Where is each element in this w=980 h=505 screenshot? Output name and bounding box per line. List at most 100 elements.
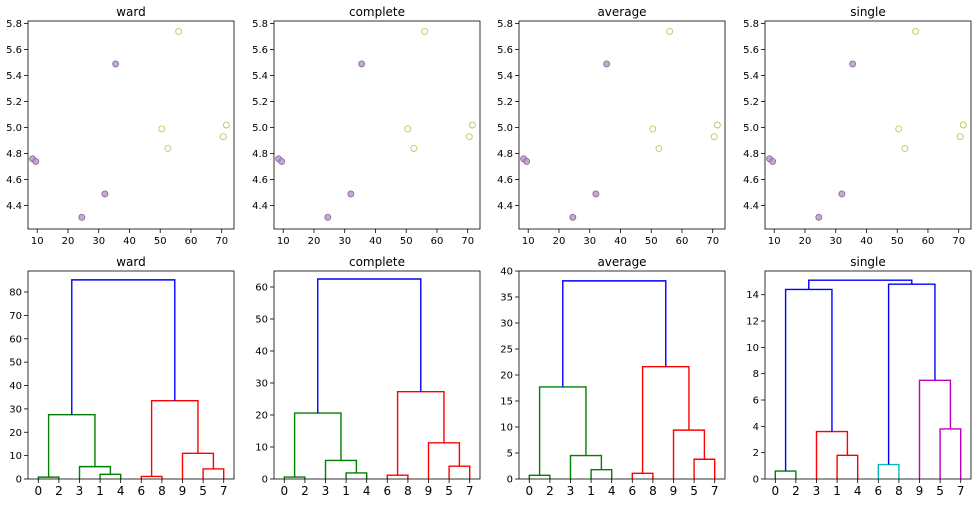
y-tick-label: 5.0 xyxy=(252,123,268,134)
dendrogram-link xyxy=(386,474,409,479)
dendrogram-link xyxy=(877,463,900,479)
dendrogram-link xyxy=(293,412,342,478)
x-tick-label: 30 xyxy=(92,236,105,247)
x-tick-label: 10 xyxy=(768,236,781,247)
scatter-point xyxy=(592,190,600,198)
y-tick-label: 5.2 xyxy=(6,97,22,108)
dendrogram-link xyxy=(71,279,176,415)
scatter-point xyxy=(569,213,577,221)
dendrogram-link xyxy=(78,465,112,479)
y-tick-label: 5.6 xyxy=(252,45,268,56)
scatter-point xyxy=(956,133,964,141)
x-tick-label: 30 xyxy=(338,236,351,247)
y-tick-label: 5.2 xyxy=(743,97,759,108)
y-tick-label: 30 xyxy=(9,404,22,415)
y-tick-label: 60 xyxy=(9,334,22,345)
y-tick-label: 10 xyxy=(500,423,513,434)
plot-frame xyxy=(273,270,481,480)
dendrogram-link xyxy=(672,429,706,479)
scatter-point xyxy=(468,121,476,129)
y-tick-label: 30 xyxy=(500,319,513,330)
y-tick-label: 4.8 xyxy=(6,149,22,160)
dendrogram-link xyxy=(774,470,797,479)
scatter-point xyxy=(901,144,909,152)
x-tick-label: 70 xyxy=(706,236,719,247)
scatter-point xyxy=(666,27,674,35)
panel-title: ward xyxy=(116,5,146,19)
dendrogram-link xyxy=(345,472,368,479)
leaf-label: 2 xyxy=(301,484,309,498)
dendrogram-link xyxy=(150,400,199,477)
scatter-point xyxy=(101,190,109,198)
y-tick-label: 5 xyxy=(507,449,513,460)
y-tick-label: 14 xyxy=(746,290,759,301)
y-tick-label: 15 xyxy=(500,397,513,408)
scatter-point xyxy=(849,60,857,68)
x-tick-label: 70 xyxy=(461,236,474,247)
y-tick-label: 60 xyxy=(255,283,268,294)
scatter-point xyxy=(358,60,366,68)
x-tick-label: 70 xyxy=(952,236,965,247)
y-tick-label: 50 xyxy=(255,315,268,326)
leaf-label: 0 xyxy=(34,484,42,498)
y-tick-label: 5.6 xyxy=(497,45,513,56)
plot-frame xyxy=(764,20,972,230)
panel-title: average xyxy=(597,255,646,269)
leaf-label: 7 xyxy=(466,484,474,498)
leaf-label: 8 xyxy=(895,484,903,498)
leaf-label: 7 xyxy=(711,484,719,498)
y-tick-label: 4.4 xyxy=(497,201,513,212)
leaf-label: 4 xyxy=(854,484,862,498)
x-tick-label: 10 xyxy=(277,236,290,247)
y-tick-label: 5.8 xyxy=(6,19,22,30)
y-tick-label: 50 xyxy=(9,358,22,369)
y-tick-label: 40 xyxy=(255,347,268,358)
leaf-label: 3 xyxy=(322,484,330,498)
y-tick-label: 80 xyxy=(9,288,22,299)
y-tick-label: 4.8 xyxy=(743,149,759,160)
y-tick-label: 5.4 xyxy=(252,71,268,82)
scatter-point xyxy=(278,157,286,165)
leaf-label: 9 xyxy=(916,484,924,498)
y-tick-label: 5.8 xyxy=(497,19,513,30)
leaf-label: 9 xyxy=(670,484,678,498)
leaf-label: 5 xyxy=(936,484,944,498)
dendrogram-link xyxy=(939,428,962,479)
y-tick-label: 10 xyxy=(746,343,759,354)
dendrogram-link xyxy=(324,459,358,479)
scatter-panel-0: 10 20 30 40 50 60 70 4.4 4.6 4.8 5.0 5.2 5.4 5.6 5.8 wa… xyxy=(6,5,235,247)
plot-frame xyxy=(273,20,481,230)
y-tick-label: 10 xyxy=(255,443,268,454)
scatter-point xyxy=(769,157,777,165)
y-tick-label: 4.6 xyxy=(497,175,513,186)
leaf-label: 8 xyxy=(158,484,166,498)
x-tick-label: 60 xyxy=(676,236,689,247)
y-tick-label: 5.4 xyxy=(497,71,513,82)
y-tick-label: 5.2 xyxy=(252,97,268,108)
leaf-label: 6 xyxy=(874,484,882,498)
scatter-point xyxy=(158,125,166,133)
dendrogram-link xyxy=(569,454,603,479)
leaf-label: 5 xyxy=(690,484,698,498)
dendrogram-link xyxy=(887,283,936,465)
leaf-label: 1 xyxy=(96,484,104,498)
dendrogram-link xyxy=(918,379,952,479)
leaf-label: 4 xyxy=(608,484,616,498)
x-tick-label: 40 xyxy=(123,236,136,247)
dendrogram-link xyxy=(528,474,551,479)
scatter-point xyxy=(895,125,903,133)
y-tick-label: 0 xyxy=(507,475,513,486)
y-tick-label: 0 xyxy=(262,475,268,486)
y-tick-label: 5.6 xyxy=(6,45,22,56)
leaf-label: 8 xyxy=(649,484,657,498)
leaf-label: 7 xyxy=(957,484,965,498)
dendrogram-link xyxy=(590,468,613,479)
leaf-label: 3 xyxy=(813,484,821,498)
leaf-label: 1 xyxy=(342,484,350,498)
scatter-point xyxy=(347,190,355,198)
leaf-label: 9 xyxy=(425,484,433,498)
dendrogram-link xyxy=(181,452,215,479)
